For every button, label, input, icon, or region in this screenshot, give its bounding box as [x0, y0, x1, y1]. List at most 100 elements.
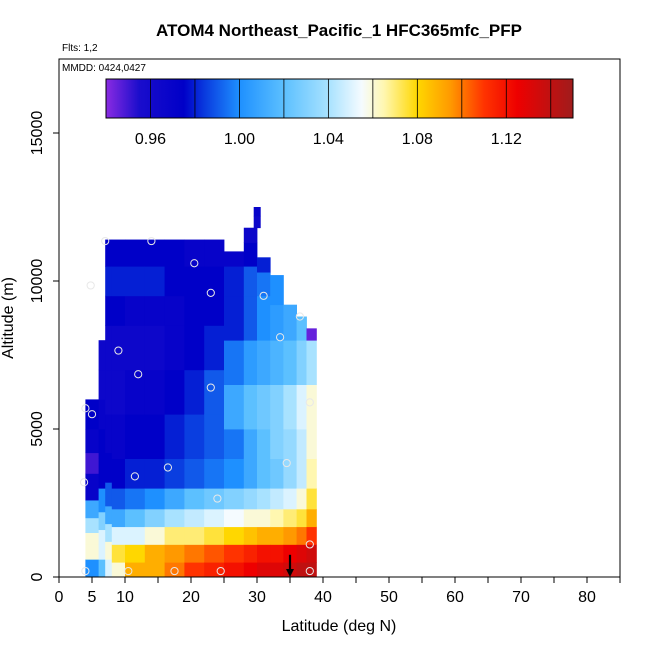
heatmap-cell	[164, 526, 185, 545]
heatmap-cell	[144, 414, 165, 459]
heatmap-cell	[270, 544, 284, 563]
heatmap-cell	[243, 458, 258, 489]
heatmap-cell	[105, 523, 113, 542]
heatmap-cell	[296, 429, 307, 459]
heatmap-cell	[125, 369, 146, 415]
heatmap-cell	[184, 458, 205, 489]
heatmap-cell	[243, 266, 258, 297]
heatmap-cell	[111, 266, 126, 297]
sample-point	[86, 281, 95, 290]
heatmap-cell	[296, 508, 307, 528]
heatmap-cell	[257, 272, 271, 297]
sample-point	[163, 463, 172, 472]
x-tick-label: 20	[182, 589, 200, 606]
y-axis: 0 5000 10000 15000	[29, 111, 59, 581]
heatmap-cell	[184, 488, 205, 510]
heatmap-cell	[98, 399, 106, 430]
heatmap-cell	[111, 414, 126, 459]
heatmap-cell	[306, 526, 317, 545]
heatmap-cell	[296, 544, 307, 563]
heatmap-cell	[184, 239, 205, 267]
heatmap-cell	[224, 384, 245, 430]
heatmap-cell	[164, 266, 185, 297]
x-tick-label: 30	[248, 589, 266, 606]
heatmap-cell	[204, 369, 225, 415]
heatmap-cell	[243, 562, 258, 578]
heatmap-cell	[224, 508, 245, 528]
heatmap-cell	[283, 429, 297, 459]
heatmap-cell	[306, 508, 317, 528]
y-axis-label: Altitude (m)	[0, 277, 17, 359]
heatmap-cell	[204, 458, 225, 489]
sample-point	[114, 346, 123, 355]
heatmap-cell	[270, 340, 284, 385]
heatmap-cell	[257, 295, 271, 341]
heatmap-cell	[204, 508, 225, 528]
heatmap-cell	[283, 526, 297, 545]
heatmap-cell	[85, 411, 99, 430]
heatmap-cell	[204, 526, 225, 545]
heatmap-cell	[184, 414, 205, 459]
sample-point	[259, 291, 268, 300]
heatmap-cell	[164, 488, 185, 510]
heatmap-cell	[224, 544, 245, 563]
heatmap-cell	[296, 458, 307, 489]
heatmap-cell	[204, 325, 225, 371]
heatmap-cell	[105, 482, 113, 507]
x-tick-label: 5	[88, 589, 97, 606]
heatmap-cell	[257, 526, 271, 545]
heatmap-cell	[144, 266, 165, 297]
heatmap-cell	[144, 488, 165, 510]
heatmap-cell	[224, 340, 245, 385]
heatmap-cell	[105, 452, 113, 483]
heatmap-cell	[296, 316, 307, 341]
heatmap-cell	[85, 429, 99, 454]
heatmap-cell	[164, 295, 185, 326]
heatmap-cell	[144, 458, 165, 489]
heatmap-cell	[144, 295, 165, 326]
heatmap-cell	[105, 239, 113, 267]
heatmap-cell	[98, 559, 106, 578]
heatmap-cell	[283, 458, 297, 489]
heatmap-cell	[243, 508, 258, 528]
heatmap-cell	[306, 384, 317, 430]
heatmap-cell	[204, 562, 225, 578]
heatmap-cell	[98, 429, 106, 459]
heatmap-cell	[224, 429, 245, 459]
x-tick-label: 10	[116, 589, 134, 606]
colorbar: 0.96 1.00 1.04 1.08 1.12	[105, 78, 574, 148]
heatmap-cell	[144, 526, 165, 545]
heatmap-cell	[270, 429, 284, 459]
heatmap-cell	[204, 239, 225, 267]
heatmap-cell	[253, 207, 261, 217]
sample-point	[295, 312, 304, 321]
heatmap-cell	[283, 544, 297, 563]
heatmap-cell	[270, 488, 284, 510]
heatmap-cell	[85, 500, 99, 519]
sample-point	[282, 458, 291, 468]
heatmap-cell	[283, 304, 297, 317]
x-tick-label: 0	[55, 589, 64, 606]
heatmap-cell	[105, 369, 113, 415]
heatmap-cell	[164, 562, 185, 578]
sample-point	[79, 478, 89, 487]
heatmap-cell	[98, 529, 106, 545]
heatmap-cell	[270, 458, 284, 489]
dates-label: MMDD: 0424,0427	[62, 63, 146, 74]
plot-area	[58, 58, 621, 578]
heatmap-cell	[184, 369, 205, 415]
heatmap-cell	[257, 429, 271, 459]
heatmap-cell	[243, 488, 258, 510]
heatmap-cell	[85, 452, 99, 474]
heatmap-cell	[224, 251, 245, 267]
heatmap-cell	[204, 266, 225, 297]
heatmap-cell	[283, 316, 297, 341]
heatmap-cell	[98, 369, 106, 400]
heatmap-cell	[184, 526, 205, 545]
heatmap-cell	[224, 458, 245, 489]
sample-point	[81, 566, 90, 576]
colorbar-tick-label: 1.04	[313, 131, 344, 148]
heatmap-cell	[144, 508, 165, 528]
heatmap-cell	[164, 325, 185, 371]
